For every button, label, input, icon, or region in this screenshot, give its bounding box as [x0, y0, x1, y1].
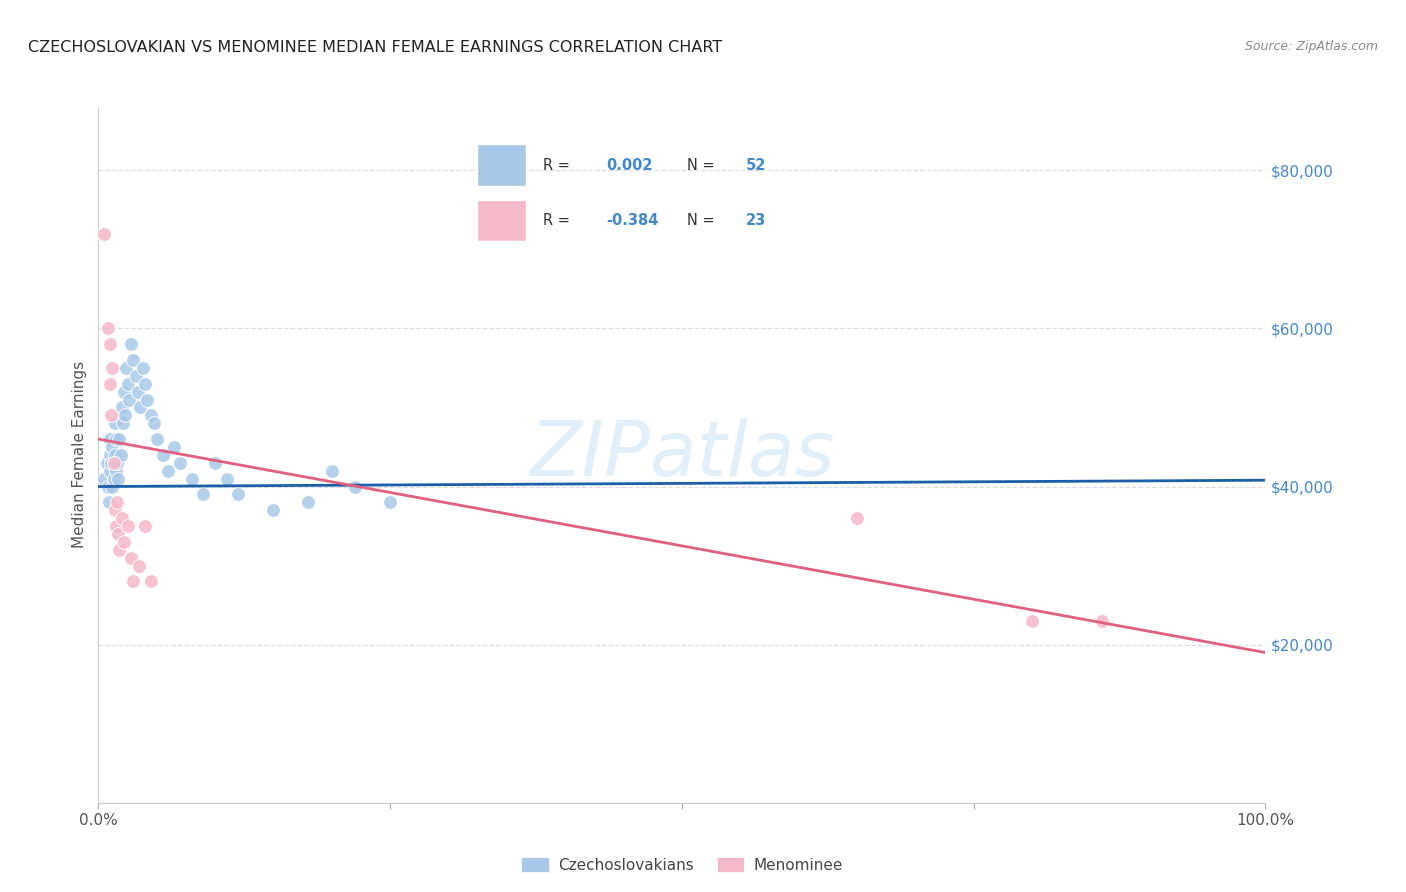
Point	[93, 227, 115, 241]
Point	[101, 479, 124, 493]
Point	[380, 495, 402, 509]
Point	[262, 503, 284, 517]
Point	[98, 337, 121, 351]
Point	[100, 409, 122, 423]
Point	[108, 542, 131, 557]
Point	[98, 432, 121, 446]
Point	[163, 440, 186, 454]
Point	[112, 384, 135, 399]
Point	[134, 376, 156, 391]
Point	[139, 574, 162, 589]
Point	[118, 392, 141, 407]
Point	[111, 511, 134, 525]
Text: ZIPatlas: ZIPatlas	[529, 418, 835, 491]
Point	[127, 384, 149, 399]
Point	[100, 456, 122, 470]
Point	[204, 456, 226, 470]
Point	[122, 353, 145, 368]
Point	[98, 376, 121, 391]
Point	[344, 479, 367, 493]
Point	[103, 456, 125, 470]
Point	[134, 519, 156, 533]
Point	[114, 409, 136, 423]
Point	[297, 495, 319, 509]
Point	[110, 448, 132, 462]
Point	[98, 448, 121, 462]
Point	[105, 495, 128, 509]
Point	[98, 464, 121, 478]
Point	[115, 361, 138, 376]
Point	[103, 456, 125, 470]
Point	[180, 472, 202, 486]
Point	[107, 527, 129, 541]
Point	[101, 440, 124, 454]
Point	[104, 417, 127, 431]
Point	[129, 401, 152, 415]
Text: Source: ZipAtlas.com: Source: ZipAtlas.com	[1244, 40, 1378, 54]
Point	[120, 550, 142, 565]
Point	[108, 432, 131, 446]
Point	[101, 361, 124, 376]
Legend: Czechoslovakians, Menominee: Czechoslovakians, Menominee	[515, 850, 849, 879]
Point	[111, 401, 134, 415]
Point	[152, 448, 174, 462]
Point	[117, 376, 139, 391]
Y-axis label: Median Female Earnings: Median Female Earnings	[72, 361, 87, 549]
Point	[93, 472, 115, 486]
Point	[143, 417, 166, 431]
Point	[104, 519, 127, 533]
Point	[104, 432, 127, 446]
Point	[321, 464, 343, 478]
Point	[136, 392, 159, 407]
Point	[97, 321, 120, 335]
Point	[139, 409, 162, 423]
Point	[105, 456, 128, 470]
Point	[97, 495, 120, 509]
Point	[103, 472, 125, 486]
Point	[104, 464, 127, 478]
Text: CZECHOSLOVAKIAN VS MENOMINEE MEDIAN FEMALE EARNINGS CORRELATION CHART: CZECHOSLOVAKIAN VS MENOMINEE MEDIAN FEMA…	[28, 40, 723, 55]
Point	[157, 464, 180, 478]
Point	[107, 472, 129, 486]
Point	[1021, 614, 1043, 628]
Point	[112, 534, 135, 549]
Point	[228, 487, 250, 501]
Point	[120, 337, 142, 351]
Point	[117, 519, 139, 533]
Point	[125, 368, 148, 383]
Point	[104, 503, 127, 517]
Point	[111, 417, 134, 431]
Point	[122, 574, 145, 589]
Point	[1091, 614, 1114, 628]
Point	[97, 479, 120, 493]
Point	[215, 472, 238, 486]
Point	[146, 432, 169, 446]
Point	[846, 511, 869, 525]
Point	[132, 361, 155, 376]
Point	[96, 456, 118, 470]
Point	[193, 487, 215, 501]
Point	[169, 456, 191, 470]
Point	[104, 448, 127, 462]
Point	[128, 558, 150, 573]
